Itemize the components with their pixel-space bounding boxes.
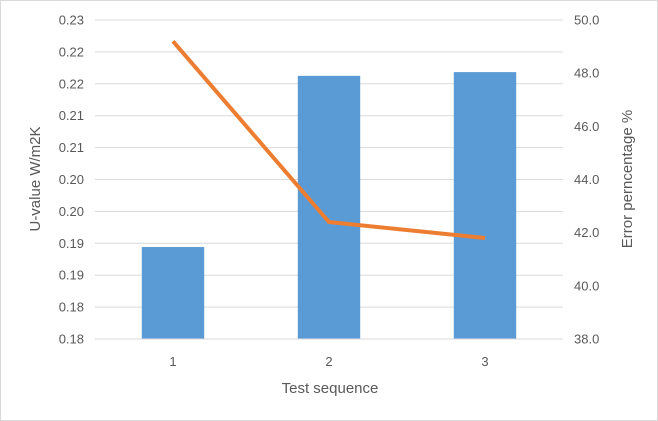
x-tick-labels: 1 2 3 (169, 354, 488, 369)
y-axis-title: U-value W/m2K (27, 126, 44, 231)
y-tick-label: 0.22 (59, 44, 84, 59)
y2-tick-label: 44.0 (574, 172, 599, 187)
y-tick-label: 0.20 (59, 204, 84, 219)
x-tick-label: 1 (169, 354, 176, 369)
y-tick-label: 0.18 (59, 332, 84, 347)
right-y-tick-labels: 38.0 40.0 42.0 44.0 46.0 48.0 50.0 (574, 13, 599, 347)
bar-series (141, 72, 517, 339)
bar (453, 72, 517, 339)
y2-axis-title: Error perncentage % (619, 110, 636, 248)
y-tick-label: 0.21 (59, 108, 84, 123)
x-tick-label: 2 (325, 354, 332, 369)
bar (141, 247, 205, 339)
y-tick-label: 0.23 (59, 13, 84, 28)
y2-tick-label: 40.0 (574, 278, 599, 293)
bar (297, 75, 361, 339)
y2-tick-label: 46.0 (574, 119, 599, 134)
left-y-tick-labels: 0.18 0.18 0.19 0.19 0.20 0.20 0.21 0.21 0.22 0.22… (59, 13, 84, 347)
y-tick-label: 0.21 (59, 140, 84, 155)
x-axis-title: Test sequence (282, 380, 379, 397)
x-tick-label: 3 (481, 354, 488, 369)
y2-tick-label: 42.0 (574, 225, 599, 240)
y-tick-label: 0.20 (59, 172, 84, 187)
y-tick-label: 0.19 (59, 236, 84, 251)
y-tick-label: 0.22 (59, 76, 84, 91)
y2-tick-label: 38.0 (574, 332, 599, 347)
line-series (171, 39, 486, 240)
y-tick-label: 0.19 (59, 268, 84, 283)
y-tick-label: 0.18 (59, 300, 84, 315)
y2-tick-label: 50.0 (574, 13, 599, 28)
y2-tick-label: 48.0 (574, 66, 599, 81)
